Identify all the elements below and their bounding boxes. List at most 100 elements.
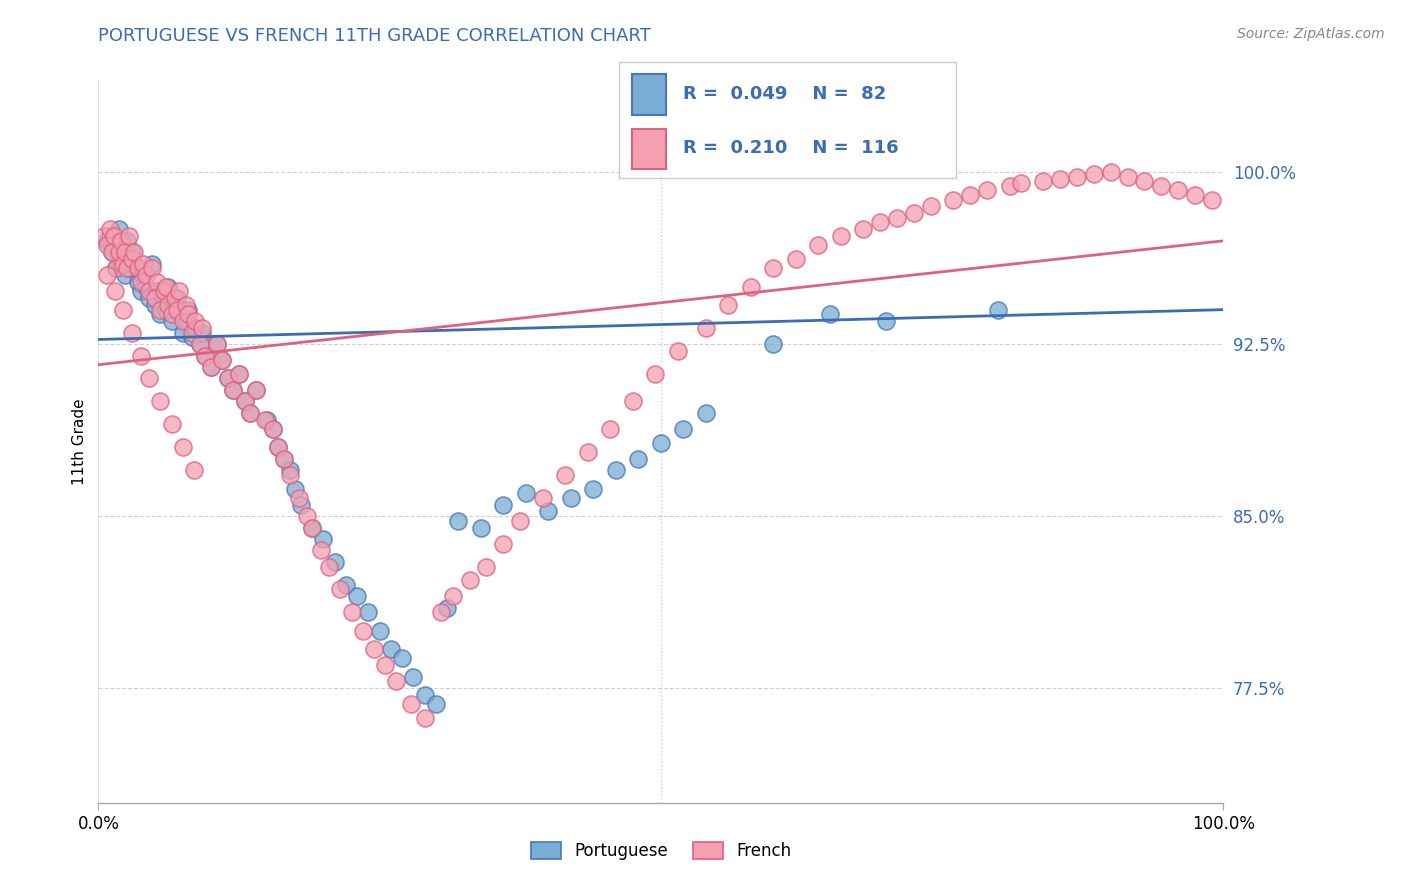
Point <box>96 238 118 252</box>
Point <box>188 337 211 351</box>
Point <box>245 383 267 397</box>
Point <box>163 291 186 305</box>
Point <box>267 440 290 454</box>
Point <box>875 314 897 328</box>
Point <box>290 498 312 512</box>
Point <box>391 651 413 665</box>
Point <box>172 326 194 340</box>
Point <box>222 383 245 397</box>
Point <box>172 440 194 454</box>
Point <box>886 211 908 225</box>
Point <box>169 307 191 321</box>
Point <box>115 261 138 276</box>
Point <box>576 445 599 459</box>
Point <box>256 413 278 427</box>
Point <box>284 482 307 496</box>
Point <box>104 285 127 299</box>
Point <box>205 337 228 351</box>
Point <box>118 261 141 276</box>
Y-axis label: 11th Grade: 11th Grade <box>72 398 87 485</box>
Point <box>987 302 1010 317</box>
Point <box>340 606 363 620</box>
Point <box>191 326 214 340</box>
Point <box>1099 165 1122 179</box>
Point <box>1201 193 1223 207</box>
Point <box>807 238 830 252</box>
Point <box>531 491 554 505</box>
Point <box>920 199 942 213</box>
Point <box>363 642 385 657</box>
Point <box>323 555 346 569</box>
Point <box>1133 174 1156 188</box>
FancyBboxPatch shape <box>633 74 666 114</box>
Point <box>191 321 214 335</box>
Point <box>262 422 284 436</box>
Point <box>177 302 200 317</box>
Point <box>1150 178 1173 193</box>
Point <box>146 275 169 289</box>
Point <box>200 359 222 374</box>
Point <box>976 183 998 197</box>
Point <box>149 302 172 317</box>
Point <box>183 463 205 477</box>
Point <box>537 504 560 518</box>
Point <box>127 275 149 289</box>
Point <box>402 670 425 684</box>
Point <box>228 367 250 381</box>
Point <box>1184 188 1206 202</box>
Text: Source: ZipAtlas.com: Source: ZipAtlas.com <box>1237 27 1385 41</box>
Point <box>666 343 689 358</box>
Point <box>166 291 188 305</box>
Point <box>174 314 197 328</box>
Point <box>1167 183 1189 197</box>
Point <box>217 371 239 385</box>
Point <box>309 543 332 558</box>
Point <box>605 463 627 477</box>
Point <box>149 307 172 321</box>
Point <box>149 394 172 409</box>
Point <box>112 302 135 317</box>
Point <box>146 285 169 299</box>
Point <box>135 279 157 293</box>
Point <box>560 491 582 505</box>
Point <box>205 337 228 351</box>
Point <box>998 178 1021 193</box>
Point <box>107 222 129 236</box>
Point <box>105 261 128 276</box>
Point <box>138 285 160 299</box>
Point <box>114 268 136 283</box>
Point <box>96 268 118 283</box>
Point <box>436 600 458 615</box>
Point <box>1066 169 1088 184</box>
Point <box>762 337 785 351</box>
Point <box>174 298 197 312</box>
Point <box>253 413 276 427</box>
Point <box>188 337 211 351</box>
Text: PORTUGUESE VS FRENCH 11TH GRADE CORRELATION CHART: PORTUGUESE VS FRENCH 11TH GRADE CORRELAT… <box>98 27 651 45</box>
Point <box>672 422 695 436</box>
Point <box>124 257 146 271</box>
Point <box>515 486 537 500</box>
Point <box>228 367 250 381</box>
Point <box>184 314 207 328</box>
Point <box>717 298 740 312</box>
Point <box>169 285 191 299</box>
Point <box>114 245 136 260</box>
Point <box>157 279 180 293</box>
Point <box>129 275 152 289</box>
Point <box>942 193 965 207</box>
Point <box>301 520 323 534</box>
Point <box>211 353 233 368</box>
Point <box>312 532 335 546</box>
Point <box>245 383 267 397</box>
Point <box>101 245 124 260</box>
Point <box>141 261 163 276</box>
Point <box>194 349 217 363</box>
Point <box>233 394 256 409</box>
Point <box>141 257 163 271</box>
Point <box>470 520 492 534</box>
Point <box>155 302 177 317</box>
Point <box>184 321 207 335</box>
Point <box>599 422 621 436</box>
Point <box>124 245 146 260</box>
